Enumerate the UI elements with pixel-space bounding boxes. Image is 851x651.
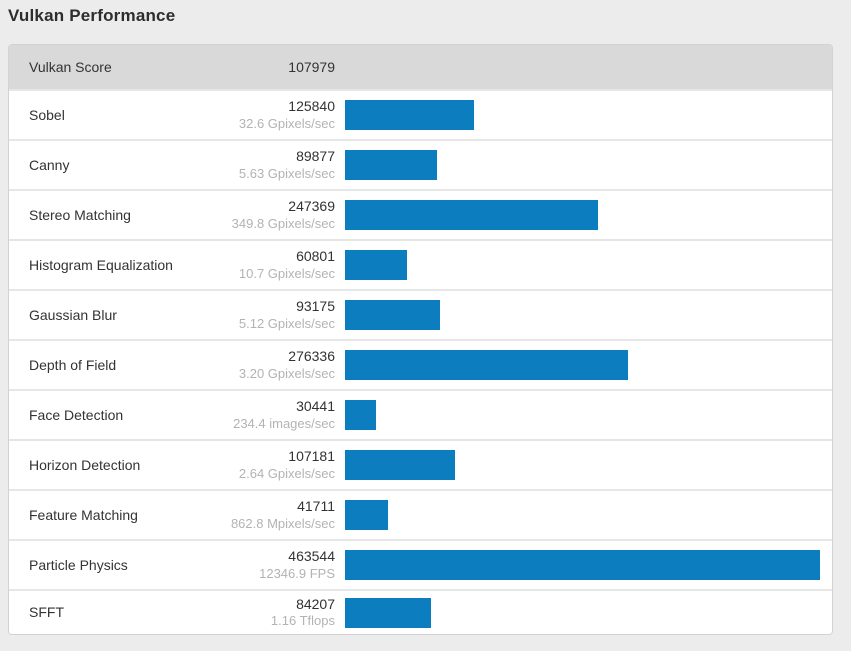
- benchmark-score: 84207: [296, 595, 335, 612]
- benchmark-score-box: 84207 1.16 Tflops: [215, 596, 335, 630]
- benchmark-bar-track: [345, 550, 820, 580]
- benchmark-rate: 5.63 Gpixels/sec: [238, 165, 335, 181]
- benchmark-name: Stereo Matching: [29, 206, 131, 223]
- benchmark-bar-track: [345, 100, 820, 130]
- benchmark-score-box: 125840 32.6 Gpixels/sec: [215, 98, 335, 132]
- benchmark-row: Gaussian Blur 93175 5.12 Gpixels/sec: [9, 289, 832, 339]
- score-bar: [345, 150, 438, 180]
- benchmark-score: 30441: [296, 398, 335, 415]
- benchmark-name: Gaussian Blur: [29, 306, 117, 323]
- benchmark-name: Horizon Detection: [29, 456, 141, 473]
- benchmark-bar-track: [345, 400, 820, 430]
- benchmark-bar-track: [345, 350, 820, 380]
- benchmark-score-box: 30441 234.4 images/sec: [215, 398, 335, 432]
- score-bar: [345, 250, 408, 280]
- benchmark-bar-track: [345, 300, 820, 330]
- vulkan-score-row: Vulkan Score 107979: [9, 45, 832, 89]
- page-title: Vulkan Performance: [8, 6, 176, 25]
- benchmark-rate: 862.8 Mpixels/sec: [230, 515, 335, 531]
- benchmark-bar-track: [345, 200, 820, 230]
- benchmark-name: Face Detection: [29, 406, 124, 423]
- benchmark-row: SFFT 84207 1.16 Tflops: [9, 589, 832, 634]
- benchmark-name: Histogram Equalization: [29, 256, 173, 273]
- benchmark-score-box: 93175 5.12 Gpixels/sec: [215, 298, 335, 332]
- benchmark-bar-track: [345, 150, 820, 180]
- vulkan-score-label: Vulkan Score: [29, 59, 112, 75]
- benchmark-score-box: 60801 10.7 Gpixels/sec: [215, 248, 335, 282]
- benchmark-rate: 2.64 Gpixels/sec: [238, 465, 335, 481]
- benchmark-bar-track: [345, 597, 820, 628]
- benchmark-rate: 10.7 Gpixels/sec: [238, 265, 335, 281]
- benchmark-row: Sobel 125840 32.6 Gpixels/sec: [9, 89, 832, 139]
- benchmark-score: 276336: [288, 348, 335, 365]
- score-bar: [345, 400, 377, 430]
- benchmark-name: Depth of Field: [29, 356, 117, 373]
- benchmark-rate: 1.16 Tflops: [270, 613, 335, 629]
- benchmark-row: Feature Matching 41711 862.8 Mpixels/sec: [9, 489, 832, 539]
- benchmark-score: 107181: [288, 448, 335, 465]
- benchmark-row: Particle Physics 463544 12346.9 FPS: [9, 539, 832, 589]
- benchmark-row: Face Detection 30441 234.4 images/sec: [9, 389, 832, 439]
- score-bar: [345, 200, 599, 230]
- benchmark-row: Depth of Field 276336 3.20 Gpixels/sec: [9, 339, 832, 389]
- benchmark-score-box: 247369 349.8 Gpixels/sec: [215, 198, 335, 232]
- benchmark-bar-track: [345, 500, 820, 530]
- benchmark-rows: Sobel 125840 32.6 Gpixels/sec Canny 8987…: [9, 89, 832, 634]
- benchmark-score-box: 89877 5.63 Gpixels/sec: [215, 148, 335, 182]
- benchmark-score-box: 463544 12346.9 FPS: [215, 548, 335, 582]
- benchmark-row: Histogram Equalization 60801 10.7 Gpixel…: [9, 239, 832, 289]
- benchmark-name: Canny: [29, 156, 70, 173]
- benchmark-rate: 5.12 Gpixels/sec: [238, 315, 335, 331]
- benchmark-score-box: 107181 2.64 Gpixels/sec: [215, 448, 335, 482]
- benchmark-rate: 234.4 images/sec: [233, 415, 335, 431]
- benchmark-name: Particle Physics: [29, 556, 128, 573]
- benchmark-name: SFFT: [29, 604, 64, 621]
- score-bar: [345, 100, 474, 130]
- vulkan-score-value: 107979: [288, 59, 335, 75]
- benchmark-score: 125840: [288, 98, 335, 115]
- benchmark-score-box: 41711 862.8 Mpixels/sec: [215, 498, 335, 532]
- benchmark-row: Stereo Matching 247369 349.8 Gpixels/sec: [9, 189, 832, 239]
- benchmark-row: Horizon Detection 107181 2.64 Gpixels/se…: [9, 439, 832, 489]
- results-card: Vulkan Score 107979 Sobel 125840 32.6 Gp…: [8, 44, 833, 635]
- score-bar: [345, 597, 432, 628]
- benchmark-rate: 32.6 Gpixels/sec: [238, 115, 335, 131]
- benchmark-score: 463544: [288, 548, 335, 565]
- benchmark-score: 60801: [296, 248, 335, 265]
- benchmark-rate: 3.20 Gpixels/sec: [238, 365, 335, 381]
- benchmark-score-box: 276336 3.20 Gpixels/sec: [215, 348, 335, 382]
- score-bar: [345, 550, 820, 580]
- benchmark-name: Feature Matching: [29, 506, 138, 523]
- benchmark-rate: 12346.9 FPS: [259, 565, 335, 581]
- benchmark-row: Canny 89877 5.63 Gpixels/sec: [9, 139, 832, 189]
- benchmark-bar-track: [345, 250, 820, 280]
- benchmark-score: 89877: [296, 148, 335, 165]
- score-bar: [345, 450, 455, 480]
- benchmark-rate: 349.8 Gpixels/sec: [231, 215, 335, 231]
- benchmark-score: 247369: [288, 198, 335, 215]
- benchmark-bar-track: [345, 450, 820, 480]
- benchmark-score: 93175: [296, 298, 335, 315]
- benchmark-score: 41711: [297, 498, 335, 515]
- score-bar: [345, 500, 388, 530]
- benchmark-name: Sobel: [29, 106, 65, 123]
- score-bar: [345, 350, 629, 380]
- score-bar: [345, 300, 441, 330]
